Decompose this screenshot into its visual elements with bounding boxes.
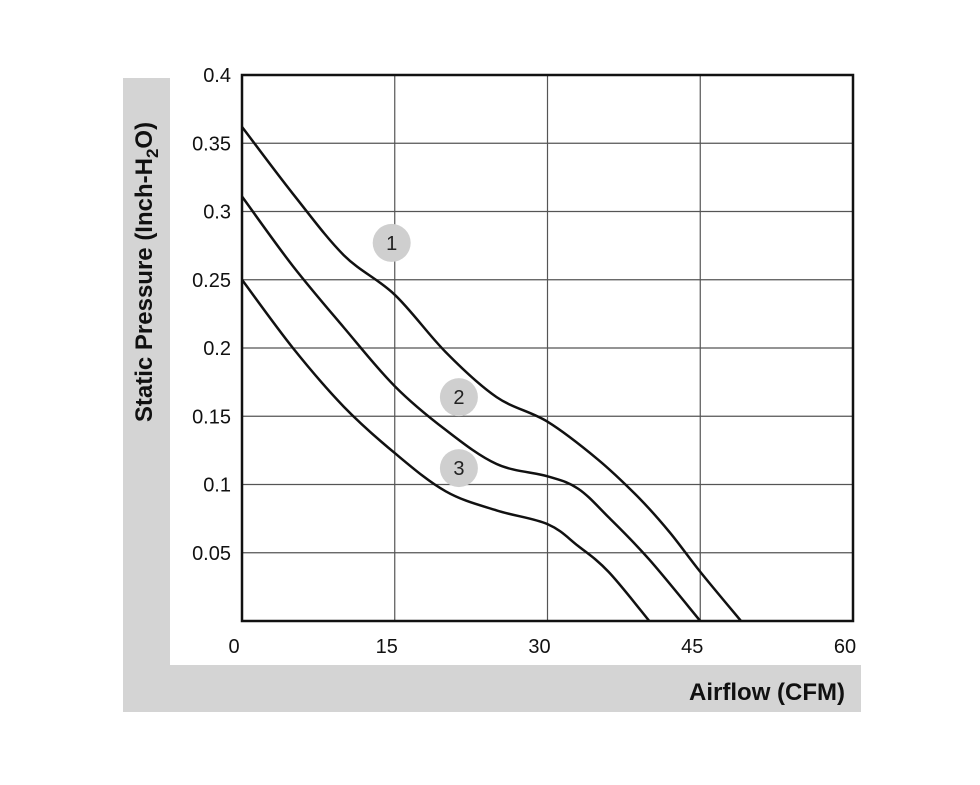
x-tick-label: 60 (834, 636, 856, 658)
x-tick-label: 30 (528, 636, 550, 658)
y-tick-label: 0.35 (192, 133, 231, 155)
y-tick-label: 0.2 (203, 338, 231, 360)
y-axis-title-main: Static Pressure (Inch-H (131, 158, 158, 422)
y-tick-label: 0.15 (192, 406, 231, 428)
y-tick-label: 0.3 (203, 202, 231, 224)
y-axis-title-subscript: 2 (143, 149, 162, 158)
series-line-2 (240, 195, 702, 622)
y-tick-label: 0.25 (192, 270, 231, 292)
frame-bottom-band (123, 665, 861, 712)
grid (242, 75, 853, 621)
callout-circle-2 (439, 378, 478, 417)
callout-label-3: 3 (453, 458, 464, 480)
series-lines (240, 126, 742, 622)
y-axis-title: Static Pressure (Inch-H2O) (131, 122, 162, 422)
callout-label-1: 1 (386, 233, 397, 255)
y-tick-label: 0.4 (203, 65, 231, 87)
series-line-1 (241, 126, 742, 622)
tick-labels: 0 15 30 45 60 0.4 0.35 0.3 0.25 0.2 0.15 0.1 0.05 (192, 65, 856, 658)
x-tick-label: 45 (681, 636, 703, 658)
plot-border (240, 73, 855, 623)
y-tick-label: 0.1 (203, 475, 231, 497)
x-tick-label: 15 (376, 636, 398, 658)
y-tick-label: 0.05 (192, 543, 231, 565)
x-tick-label: 0 (228, 636, 239, 658)
x-axis-title: Airflow (CFM) (689, 679, 845, 706)
callout-circle-1 (372, 223, 411, 262)
series-callouts: 1 2 3 (372, 223, 478, 488)
callout-label-2: 2 (453, 387, 464, 409)
series-line-3 (241, 279, 651, 622)
frame-left-band (123, 78, 170, 712)
callout-circle-3 (439, 449, 478, 488)
y-axis-title-end: O) (131, 122, 158, 149)
